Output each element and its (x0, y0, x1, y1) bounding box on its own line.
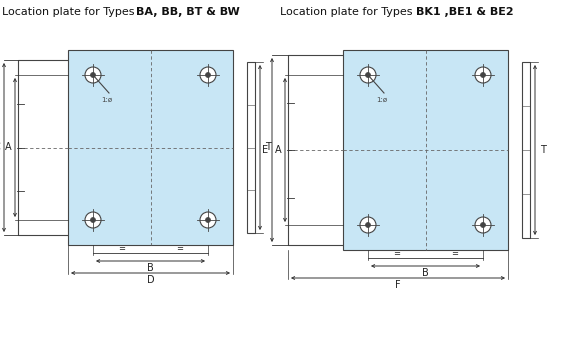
Text: A: A (275, 145, 281, 155)
Circle shape (85, 212, 101, 228)
Circle shape (481, 223, 486, 228)
Text: BA, BB, BT & BW: BA, BB, BT & BW (136, 7, 240, 17)
Circle shape (360, 67, 376, 83)
Bar (247, 62, 255, 233)
Text: =: = (176, 245, 183, 253)
Text: T: T (265, 142, 271, 153)
Text: 1:ø: 1:ø (101, 97, 112, 103)
Text: F: F (395, 280, 401, 290)
Circle shape (205, 72, 211, 77)
Bar (68, 50, 233, 245)
Text: Location plate for Types: Location plate for Types (2, 7, 138, 17)
Text: Location plate for Types: Location plate for Types (280, 7, 416, 17)
Circle shape (205, 217, 211, 223)
Bar (343, 50, 508, 250)
Circle shape (360, 217, 376, 233)
Circle shape (366, 72, 371, 77)
Circle shape (85, 67, 101, 83)
Circle shape (91, 72, 96, 77)
Text: T: T (540, 145, 546, 155)
Circle shape (91, 217, 96, 223)
Text: B: B (147, 263, 154, 273)
Text: B: B (422, 268, 429, 278)
Text: BK1 ,BE1 & BE2: BK1 ,BE1 & BE2 (416, 7, 513, 17)
Text: =: = (451, 250, 458, 259)
Bar (18, 60, 118, 235)
Text: =: = (118, 245, 125, 253)
Text: E: E (262, 145, 268, 155)
Circle shape (200, 212, 216, 228)
Circle shape (481, 72, 486, 77)
Circle shape (475, 67, 491, 83)
Text: D: D (147, 275, 155, 285)
Text: =: = (393, 250, 400, 259)
Circle shape (200, 67, 216, 83)
Circle shape (475, 217, 491, 233)
Text: 1:ø: 1:ø (376, 97, 387, 103)
Bar (522, 62, 530, 238)
Text: A: A (5, 142, 11, 153)
Bar (288, 55, 398, 245)
Circle shape (366, 223, 371, 228)
